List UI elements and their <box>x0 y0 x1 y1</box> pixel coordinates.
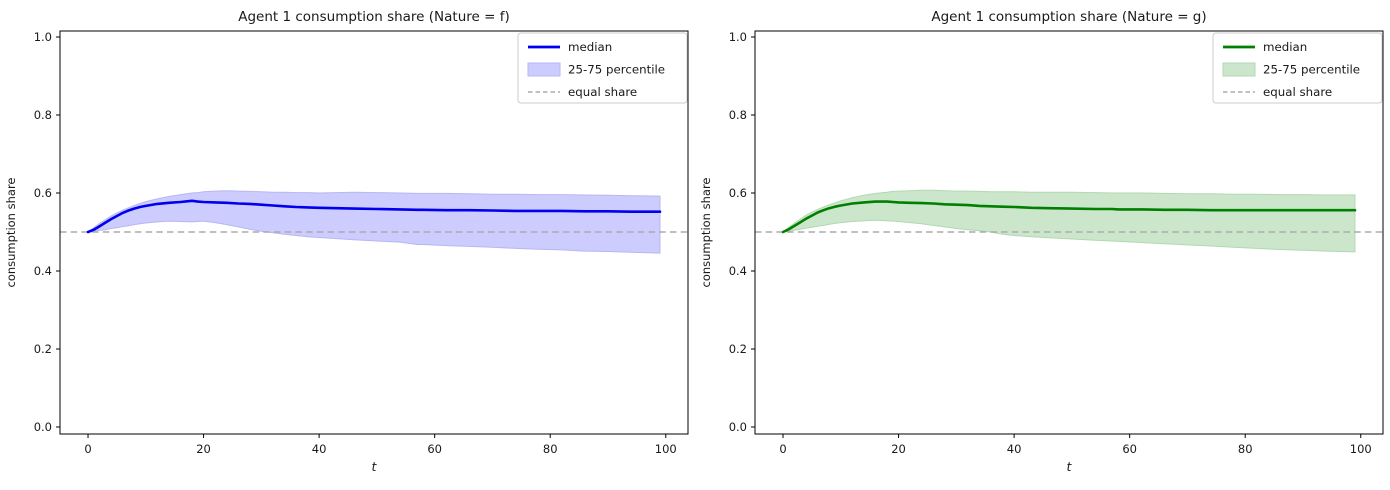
median-line <box>781 200 1357 234</box>
chart-panel-nature-g: Agent 1 consumption share (Nature = g) 0 2… <box>695 0 1390 490</box>
y-axis-tick-label: 0.6 <box>729 186 747 200</box>
percentile-band <box>87 190 661 254</box>
plot-border <box>59 30 689 435</box>
y-axis-tick-label: 0.6 <box>34 186 52 200</box>
legend-box <box>1212 32 1383 104</box>
chart-title: Agent 1 consumption share (Nature = f) <box>238 9 510 25</box>
x-axis-label: t <box>1067 459 1073 474</box>
x-axis-tick-label: 0 <box>84 442 91 456</box>
x-axis-tick-label: 80 <box>543 442 558 456</box>
x-axis-tick-label: 20 <box>891 442 906 456</box>
legend: median 25-75 percentile equal share <box>1212 32 1383 104</box>
y-axis-tick-label: 0.0 <box>729 420 747 434</box>
y-axis-tick-label: 1.0 <box>34 30 52 44</box>
percentile-band <box>781 189 1356 253</box>
chart-panel-nature-f: Agent 1 consumption share (Nature = f) 0 2… <box>4 9 689 474</box>
x-axis-tick-label: 100 <box>655 442 677 456</box>
y-axis-tick-label: 1.0 <box>729 30 747 44</box>
legend-item-label: 25-75 percentile <box>568 63 665 77</box>
chart-nature-g: Agent 1 consumption share (Nature = g) 0 2… <box>699 9 1384 474</box>
y-axis-tick-label: 0.0 <box>34 420 52 434</box>
x-axis-tick-label: 0 <box>779 442 786 456</box>
plot-border <box>754 30 1384 435</box>
legend-percentile-swatch <box>527 62 561 77</box>
y-axis-tick-label: 0.2 <box>34 342 52 356</box>
y-axis-tick-label: 0.4 <box>729 264 747 278</box>
legend-item-label: equal share <box>568 85 637 99</box>
legend: median 25-75 percentile equal share <box>517 32 688 104</box>
chart-title: Agent 1 consumption share (Nature = g) <box>931 9 1206 25</box>
x-axis-tick-label: 60 <box>1122 442 1137 456</box>
legend-box <box>517 32 688 104</box>
y-axis-tick-label: 0.8 <box>729 108 747 122</box>
legend-item-label: median <box>568 40 612 54</box>
y-axis-label: consumption share <box>4 178 18 288</box>
x-axis-tick-label: 40 <box>1007 442 1022 456</box>
x-axis-tick-label: 80 <box>1238 442 1253 456</box>
legend-item-label: median <box>1263 40 1307 54</box>
x-axis-tick-label: 100 <box>1350 442 1372 456</box>
y-axis-label: consumption share <box>699 178 713 288</box>
y-axis-tick-label: 0.8 <box>34 108 52 122</box>
legend-item-label: 25-75 percentile <box>1263 63 1360 77</box>
x-axis-tick-label: 40 <box>312 442 327 456</box>
chart-nature-f: Agent 1 consumption share (Nature = f) 0 2… <box>4 9 689 474</box>
legend-percentile-swatch <box>1222 62 1256 77</box>
legend-item-label: equal share <box>1263 85 1332 99</box>
x-axis-tick-label: 60 <box>427 442 442 456</box>
y-axis-tick-label: 0.4 <box>34 264 52 278</box>
x-axis-tick-label: 20 <box>196 442 211 456</box>
y-axis-tick-label: 0.2 <box>729 342 747 356</box>
median-line <box>86 199 662 234</box>
x-axis-label: t <box>372 459 378 474</box>
